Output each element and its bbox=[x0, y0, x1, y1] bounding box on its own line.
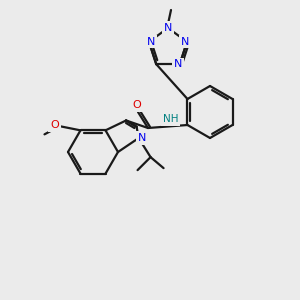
Text: N: N bbox=[181, 37, 189, 47]
Text: NH: NH bbox=[163, 115, 178, 124]
Text: O: O bbox=[50, 120, 59, 130]
Text: N: N bbox=[174, 59, 182, 69]
Text: N: N bbox=[164, 23, 172, 33]
Text: N: N bbox=[147, 37, 155, 47]
Text: N: N bbox=[137, 133, 146, 143]
Text: O: O bbox=[133, 100, 141, 110]
